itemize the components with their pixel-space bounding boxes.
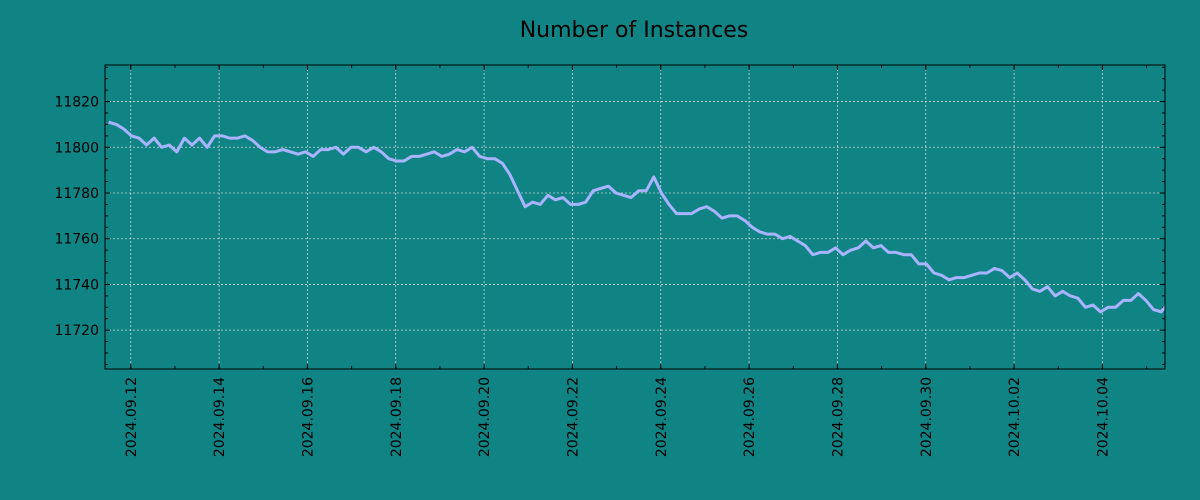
axis-ticks [105,65,1165,369]
y-tick-label: 11760 [54,232,99,248]
x-tick-label: 2024.09.16 [300,377,316,457]
x-tick-label: 2024.09.26 [742,377,758,457]
y-tick-label: 11820 [54,95,99,111]
x-tick-label: 2024.09.18 [389,377,405,457]
y-tick-label: 11740 [54,277,99,293]
y-tick-label: 11720 [54,323,99,339]
x-tick-label: 2024.09.14 [212,377,228,457]
x-tick-label: 2024.09.22 [565,377,581,457]
x-tick-label: 2024.10.02 [1007,377,1023,457]
x-tick-label: 2024.10.04 [1095,377,1111,457]
series-line [108,120,1165,314]
y-axis-tick-labels: 11720 11740 11760 11780 11800 11820 [54,95,99,340]
x-tick-label: 2024.09.28 [830,377,846,457]
x-tick-label: 2024.09.20 [477,377,493,457]
chart-title: Number of Instances [520,18,749,43]
x-axis-tick-labels: 2024.09.12 2024.09.14 2024.09.16 2024.09.18… [124,377,1112,457]
plot-area-frame [104,64,1166,370]
grid-lines [105,65,1165,369]
y-tick-label: 11780 [54,186,99,202]
x-tick-label: 2024.09.12 [124,377,140,457]
y-tick-label: 11800 [54,140,99,156]
x-tick-label: 2024.09.30 [919,377,935,457]
x-tick-label: 2024.09.24 [654,377,670,457]
